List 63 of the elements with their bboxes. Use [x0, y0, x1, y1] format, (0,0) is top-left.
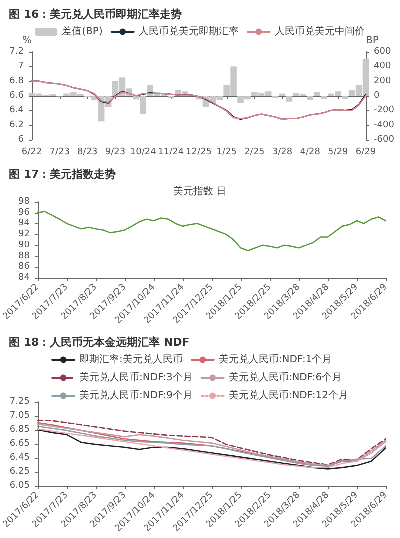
y-tick-label: 6.4: [10, 106, 24, 116]
y-tick-label: 6.85: [10, 425, 30, 435]
x-tick-label: 11/24: [158, 148, 184, 158]
line-series: [37, 211, 387, 252]
y-tick-label: 7.25: [10, 397, 30, 407]
x-tick-label: 1/25: [216, 148, 237, 158]
x-tick-label: 6/29: [356, 148, 376, 158]
y2-tick-label: 0: [374, 91, 380, 101]
x-tick-label: 9/23: [105, 148, 126, 158]
y-tick-label: 6.25: [10, 467, 30, 477]
y-tick-label: 7.2: [10, 47, 24, 57]
legend-label: 美元兑人民币:NDF:9个月: [80, 390, 193, 402]
bar: [342, 96, 348, 99]
y-tick-label: 86: [18, 262, 30, 272]
y-tick-label: 6.65: [10, 439, 30, 449]
chart-title: 图 17：美元指数走势: [9, 168, 116, 181]
y-tick-label: 6.6: [10, 91, 24, 101]
x-tick-label: 6/22: [22, 148, 42, 158]
y2-tick-label: -200: [374, 106, 395, 116]
chart-title: 图 18：人民币无本金远期汇率 NDF: [9, 336, 190, 349]
y-tick-label: 7.05: [10, 411, 30, 421]
y-tick-label: 94: [18, 218, 30, 229]
legend-label: 人民币兑美元即期汇率: [138, 26, 239, 38]
y2-tick-label: 400: [374, 62, 392, 72]
y-tick-label: 92: [18, 230, 30, 240]
y2-tick-label: 600: [374, 47, 392, 57]
y-tick-label: 6.45: [10, 453, 30, 463]
legend-label: 差值(BP): [62, 26, 103, 38]
legend-label: 人民币兑美元中间价: [274, 26, 365, 38]
x-tick-label: 3/28: [272, 148, 293, 158]
y2-tick-label: 200: [374, 76, 392, 86]
y2-tick-label: -600: [374, 135, 395, 145]
x-tick-label: 10/24: [130, 148, 157, 158]
x-tick-label: 4/28: [300, 148, 321, 158]
y-axis-title: %: [22, 36, 32, 46]
bar: [307, 96, 314, 100]
bar: [321, 96, 328, 99]
y-tick-label: 6.8: [10, 76, 24, 86]
chart-title: 图 16：美元兑人民币即期汇率走势: [9, 8, 182, 21]
y-tick-label: 6: [18, 135, 24, 145]
legend-label: 美元兑人民币:NDF:12个月: [228, 390, 348, 402]
legend-label: 即期汇率:美元兑人民币: [80, 354, 183, 366]
x-tick-label: 8/23: [78, 148, 98, 158]
y-tick-label: 6.05: [10, 481, 30, 491]
bar: [286, 96, 293, 102]
y2-tick-label: -400: [374, 120, 395, 130]
x-tick-label: 12/25: [186, 148, 212, 158]
y-tick-label: 7: [18, 62, 24, 72]
x-tick-label: 7/23: [50, 148, 70, 158]
legend-label: 美元兑人民币:NDF:3个月: [80, 372, 193, 384]
x-tick-label: 2/25: [244, 148, 265, 158]
y2-axis-title: BP: [366, 36, 379, 46]
bar: [314, 92, 320, 96]
y-tick-label: 90: [18, 240, 30, 250]
y-tick-label: 98: [18, 197, 30, 207]
chart-subtitle: 美元指数 日: [173, 186, 227, 198]
y-tick-label: 88: [18, 251, 30, 262]
y-tick-label: 6.2: [10, 120, 24, 130]
legend-label: 美元兑人民币:NDF:6个月: [228, 372, 342, 384]
legend-label: 美元兑人民币:NDF:1个月: [218, 354, 332, 366]
x-tick-label: 5/29: [328, 148, 349, 158]
y-tick-label: 84: [18, 273, 30, 283]
y-tick-label: 96: [18, 208, 30, 218]
